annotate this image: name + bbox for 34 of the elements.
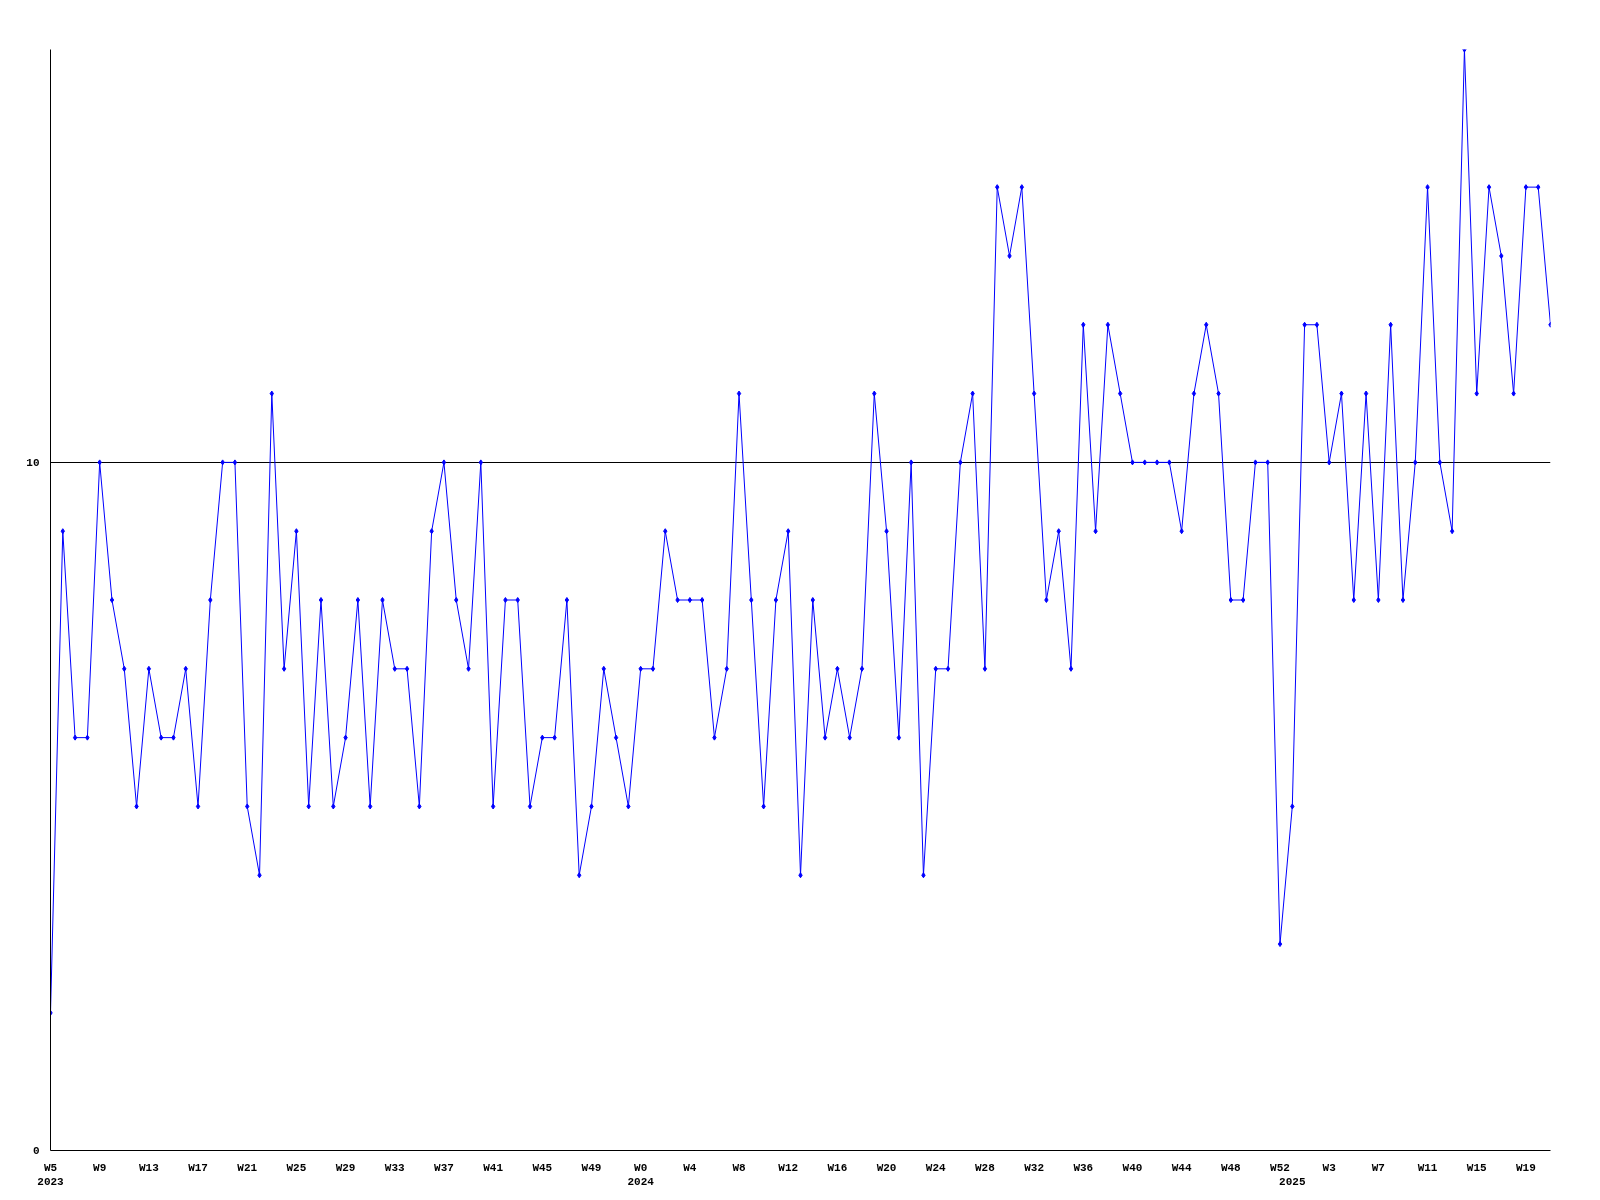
y-tick-label: 10 <box>26 456 40 469</box>
x-tick-label: W36 <box>1073 1161 1094 1174</box>
x-tick-label: W11 <box>1417 1161 1438 1174</box>
x-tick-label: W17 <box>188 1161 208 1174</box>
x-tick-label: W40 <box>1122 1161 1143 1174</box>
x-tick-label: W3 <box>1322 1161 1337 1174</box>
x-tick-label: W8 <box>732 1161 747 1174</box>
x-tick-label: W33 <box>384 1161 406 1174</box>
x-tick-label: W5 2023 <box>37 1161 65 1188</box>
x-tick-label: W12 <box>778 1161 799 1174</box>
x-tick-label: W4 <box>683 1161 697 1174</box>
x-tick-label: W32 <box>1024 1161 1045 1174</box>
x-tick-label: W16 <box>827 1161 848 1174</box>
x-tick-label: W21 <box>237 1161 258 1174</box>
y-tick-label: 0 <box>32 1145 40 1157</box>
x-tick-label: W9 <box>93 1161 107 1174</box>
x-tick-label: W28 <box>975 1161 996 1174</box>
x-tick-label: W19 <box>1516 1161 1536 1174</box>
x-tick-label: W15 <box>1466 1161 1488 1174</box>
x-tick-label: W52 <box>1270 1161 1290 1174</box>
x-tick-label: 2025 <box>1279 1175 1306 1188</box>
x-tick-label: W24 <box>925 1161 947 1174</box>
x-tick-label: W45 <box>532 1161 553 1174</box>
x-tick-label: W13 <box>138 1161 160 1174</box>
x-tick-label: W0 2024 <box>627 1161 655 1188</box>
x-tick-label: W37 <box>434 1161 454 1174</box>
x-tick-label: W48 <box>1220 1161 1242 1174</box>
x-tick-label: W20 <box>876 1161 897 1174</box>
x-tick-label: W44 <box>1171 1161 1192 1174</box>
x-tick-label: W7 <box>1371 1161 1385 1174</box>
x-tick-label: W41 <box>483 1161 504 1174</box>
x-tick-label: W49 <box>581 1161 602 1174</box>
x-tick-label: W25 <box>286 1161 307 1174</box>
x-tick-label: W29 <box>335 1161 356 1174</box>
